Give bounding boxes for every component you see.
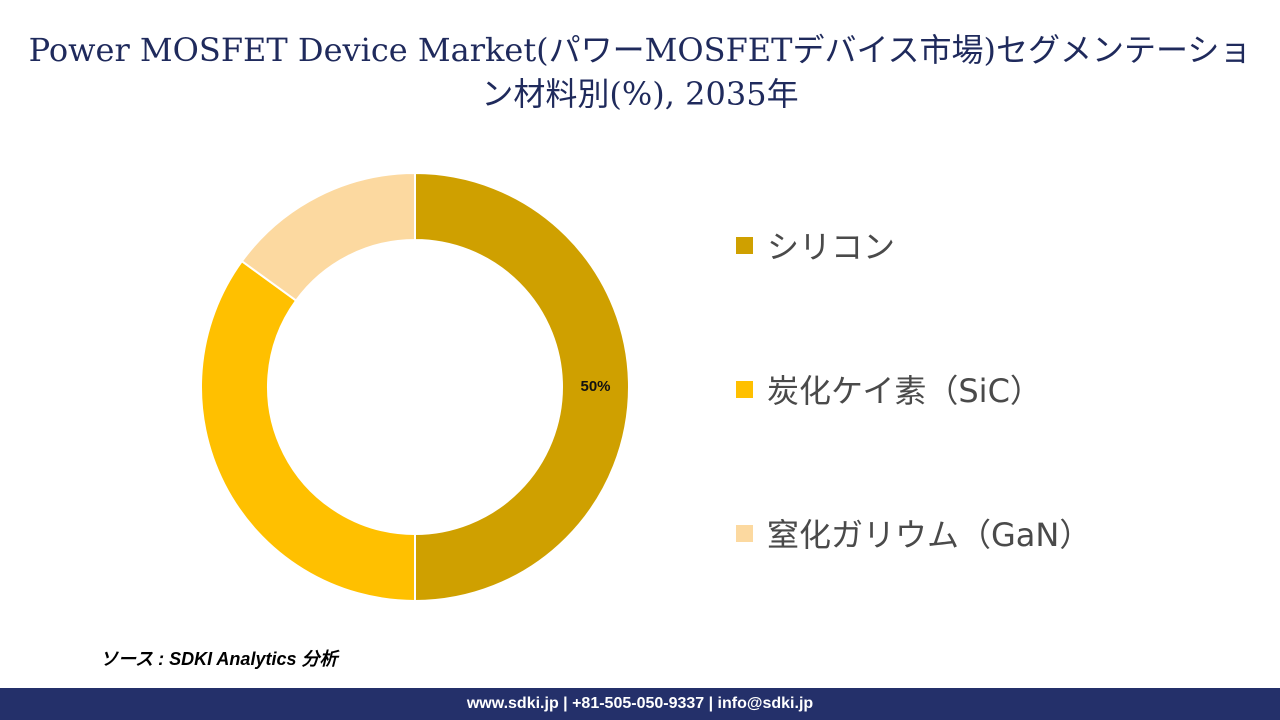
legend-swatch-silicon xyxy=(736,236,753,254)
donut-slice-1 xyxy=(200,259,416,603)
legend-item-sic: 炭化ケイ素（SiC） xyxy=(736,364,1042,414)
chart-title: Power MOSFET Device Market(パワーMOSFETデバイス… xyxy=(28,31,1252,113)
source-note: ソース : SDKI Analytics 分析 xyxy=(100,649,338,669)
donut-slices xyxy=(200,171,630,603)
donut-labels: 50% xyxy=(580,378,610,395)
footer-bar: www.sdki.jp | +81-505-050-9337 | info@sd… xyxy=(0,688,1280,720)
donut-slice-0 xyxy=(414,171,630,603)
legend-swatch-gan xyxy=(736,524,753,542)
footer-contact: www.sdki.jp | +81-505-050-9337 | info@sd… xyxy=(466,695,814,712)
donut-slice-2 xyxy=(240,171,416,302)
legend-label-gan: 窒化ガリウム（GaN） xyxy=(767,516,1092,554)
legend-item-gan: 窒化ガリウム（GaN） xyxy=(736,508,1091,558)
legend-swatch-sic xyxy=(736,380,753,398)
legend-label-silicon: シリコン xyxy=(767,228,896,266)
legend-label-sic: 炭化ケイ素（SiC） xyxy=(767,372,1042,410)
donut-data-label-0: 50% xyxy=(580,378,610,395)
legend-item-silicon: シリコン xyxy=(736,220,895,270)
